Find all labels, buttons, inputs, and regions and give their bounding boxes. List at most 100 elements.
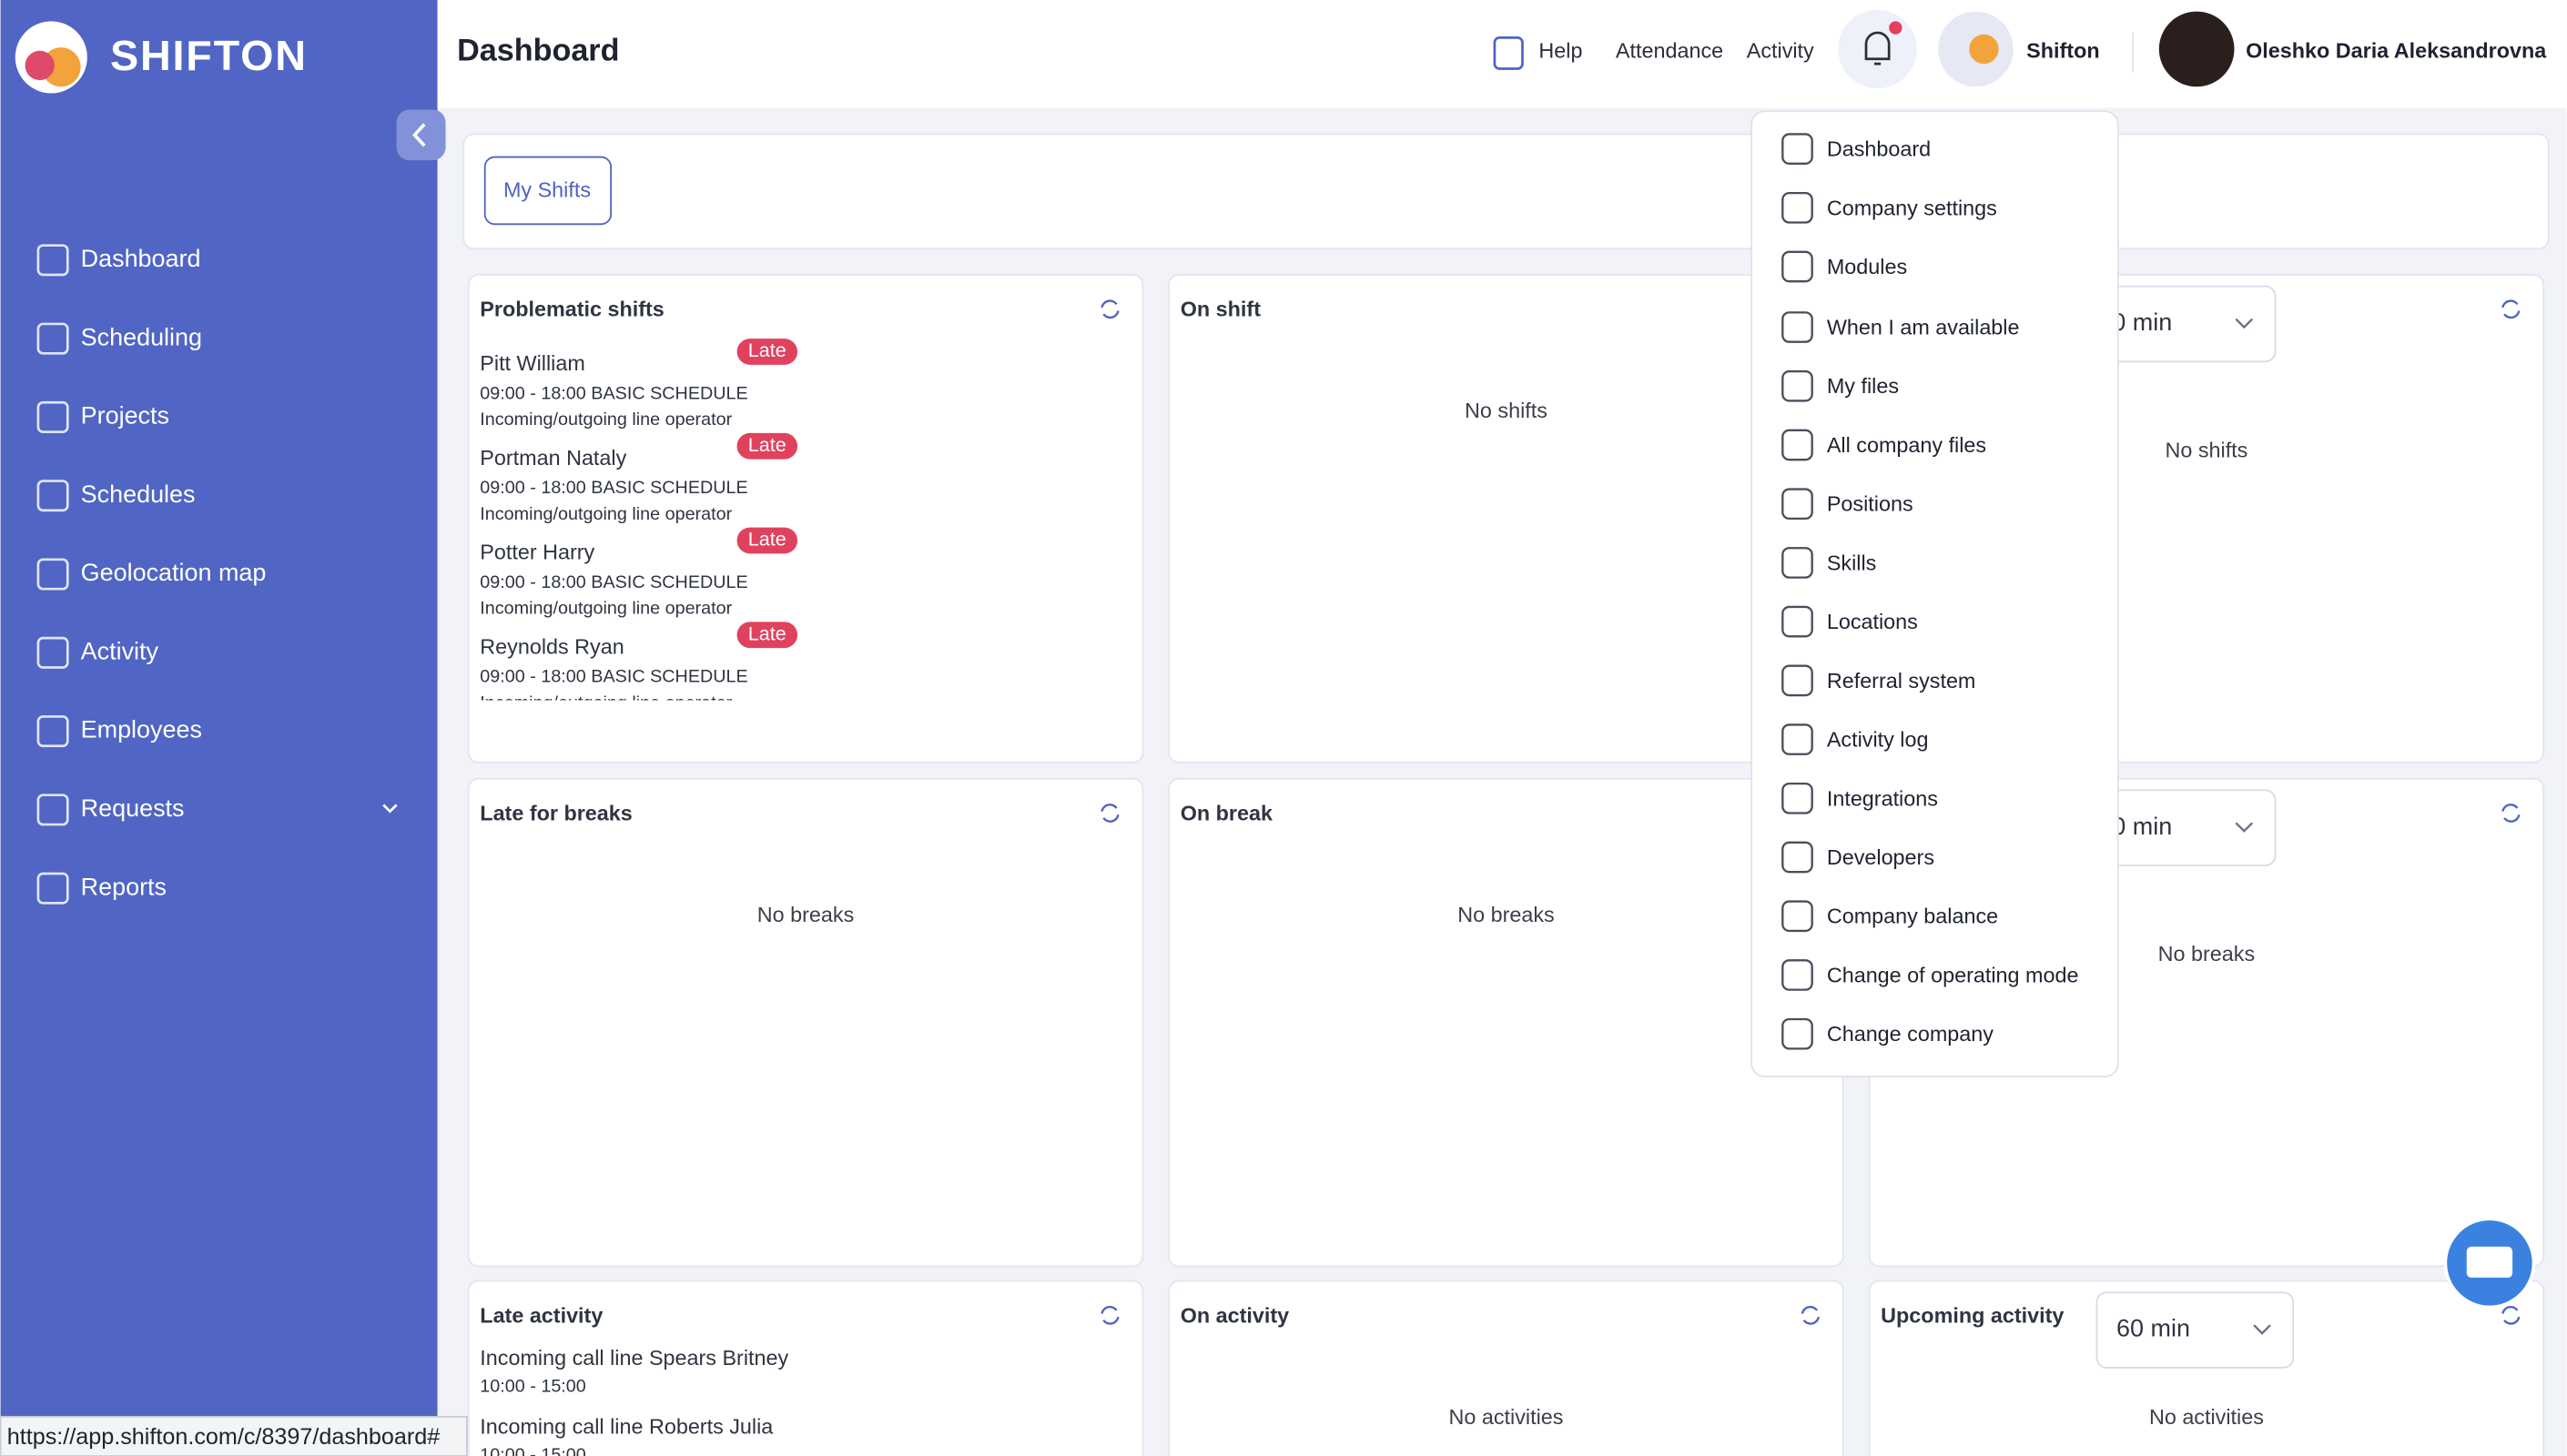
menu-item[interactable]: Change company [1827, 1022, 1994, 1046]
select-box[interactable] [2095, 1291, 2295, 1369]
select-chevron [2235, 822, 2254, 833]
menu-icon [1781, 488, 1813, 521]
late-badge [736, 527, 798, 554]
menu-icon [1781, 841, 1813, 874]
nav-item[interactable]: Geolocation map [81, 559, 267, 586]
refresh-icon[interactable] [1101, 1306, 1120, 1325]
logo-text: SHIFTON [110, 32, 308, 79]
empty-message: No breaks [757, 903, 854, 926]
nav-icon [36, 322, 69, 355]
menu-item[interactable]: All company files [1827, 433, 1986, 457]
nav-icon [36, 715, 69, 748]
menu-item[interactable]: Locations [1827, 610, 1918, 633]
menu-icon [1781, 1017, 1813, 1050]
menu-item[interactable]: Integrations [1827, 786, 1938, 810]
shift-time: 09:00 - 18:00 BASIC SCHEDULE [480, 572, 747, 592]
panel [1168, 777, 1844, 1268]
nav-item[interactable]: Reports [81, 873, 167, 900]
nav-item[interactable]: Requests [81, 794, 185, 822]
menu-item[interactable]: Positions [1827, 492, 1913, 516]
shift-role: Incoming/outgoing line operator [480, 693, 732, 713]
tab-label[interactable]: My Shifts [503, 178, 591, 202]
nav-icon [36, 872, 69, 905]
bell-icon [1864, 31, 1891, 66]
panel [1168, 274, 1844, 763]
collapse-icon [411, 123, 426, 147]
refresh-icon[interactable] [1101, 299, 1120, 319]
panel [1868, 1279, 2545, 1456]
menu-item[interactable]: Change of operating mode [1827, 963, 2079, 986]
menu-icon [1781, 250, 1813, 283]
late-badge [736, 432, 798, 460]
empty-message: No breaks [1457, 903, 1554, 926]
chat-icon [2466, 1246, 2513, 1279]
nav-chevron [382, 804, 398, 814]
menu-item[interactable]: My files [1827, 374, 1899, 398]
menu-item[interactable]: Skills [1827, 551, 1877, 574]
panel-title: Late activity [480, 1303, 603, 1327]
refresh-icon[interactable] [2501, 804, 2521, 823]
menu-item[interactable]: Company balance [1827, 905, 1998, 928]
nav-item[interactable]: Employees [81, 716, 202, 743]
select-value[interactable]: 60 min [2116, 1315, 2190, 1342]
activity-time: 10:00 - 15:00 [480, 1377, 586, 1397]
menu-icon [1781, 311, 1813, 343]
nav-icon [36, 636, 69, 669]
panel-title: Upcoming activity [1881, 1303, 2064, 1327]
menu-item[interactable]: Referral system [1827, 669, 1976, 693]
menu-item[interactable]: Activity log [1827, 728, 1929, 752]
employee-name: Reynolds Ryan [480, 634, 624, 658]
dropdown-menu [1750, 110, 2119, 1077]
menu-icon [1781, 900, 1813, 933]
company-name[interactable]: Shifton [2026, 39, 2099, 63]
nav-icon [36, 794, 69, 826]
nav-icon [36, 558, 69, 591]
menu-item[interactable]: Developers [1827, 845, 1934, 869]
nav-item[interactable]: Scheduling [81, 323, 202, 350]
nav-item[interactable]: Dashboard [81, 245, 201, 272]
tab-button[interactable] [483, 156, 613, 226]
refresh-icon[interactable] [1101, 804, 1120, 823]
menu-icon [1781, 782, 1813, 814]
menu-icon [1781, 429, 1813, 461]
collapse-button[interactable] [396, 109, 446, 161]
menu-item[interactable]: When I am available [1827, 316, 2020, 339]
shift-role: Incoming/outgoing line operator [480, 410, 732, 430]
panel [467, 1279, 1144, 1456]
activity-name: Incoming call line Spears Britney [480, 1346, 788, 1370]
activity-name: Incoming call line Roberts Julia [480, 1415, 773, 1439]
notification-button[interactable] [1838, 9, 1917, 89]
menu-icon [1781, 664, 1813, 697]
user-name[interactable]: Oleshko Daria Aleksandrovna [2246, 39, 2547, 63]
late-badge-text: Late [748, 433, 786, 456]
late-badge-text: Late [748, 622, 786, 644]
refresh-icon[interactable] [2501, 1306, 2521, 1325]
panel [467, 777, 1144, 1268]
header-link[interactable]: Help [1538, 39, 1582, 63]
menu-item[interactable]: Modules [1827, 255, 1907, 278]
nav-icon [36, 244, 69, 277]
nav-item[interactable]: Projects [81, 402, 169, 430]
nav-item[interactable]: Schedules [81, 480, 196, 508]
shift-role: Incoming/outgoing line operator [480, 504, 732, 524]
late-badge-text: Late [748, 339, 786, 361]
header-link[interactable]: Attendance [1616, 39, 1723, 63]
refresh-icon[interactable] [2501, 299, 2521, 319]
logo-icon-inner [25, 50, 55, 81]
panel-list: Pitt William 09:00 - 18:00 BASIC SCHEDULE… [480, 339, 798, 713]
user-avatar[interactable] [2158, 11, 2235, 87]
panel-title: On break [1181, 801, 1273, 824]
panel-title: Problematic shifts [480, 298, 665, 321]
empty-message: No shifts [2165, 438, 2247, 461]
page-title: Dashboard [457, 34, 619, 68]
nav-item[interactable]: Activity [81, 637, 159, 664]
empty-message: No activities [2149, 1405, 2264, 1429]
menu-item[interactable]: Company settings [1827, 196, 1997, 219]
menu-item[interactable]: Dashboard [1827, 137, 1931, 161]
refresh-icon[interactable] [1801, 1306, 1821, 1325]
header-link[interactable]: Activity [1747, 39, 1814, 63]
shift-time: 09:00 - 18:00 BASIC SCHEDULE [480, 478, 747, 498]
panel [467, 274, 1144, 763]
empty-message: No activities [1449, 1405, 1564, 1429]
